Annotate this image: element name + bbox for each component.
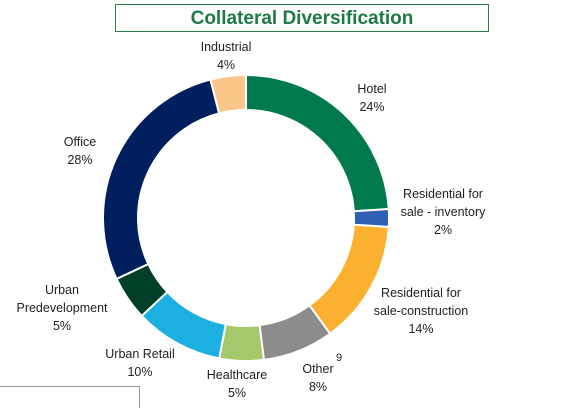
slice-label: Hotel 24% [332,80,412,116]
value-label: 5% [52,319,72,333]
slice-label: Other 8% [288,360,348,396]
donut-slice [209,73,247,115]
category-label: Industrial [200,40,252,54]
category-label: Office [63,135,97,149]
value-label: 4% [216,58,236,72]
slice-label: Urban Predevelopment 5% [2,281,122,335]
value-label: 8% [308,380,328,394]
slice-label: Residential for sale - inventory 2% [397,185,489,239]
category-label: Residential for sale - inventory [400,187,486,219]
value-label: 14% [408,322,434,336]
category-label: Urban Retail [105,347,175,361]
value-label: 2% [433,223,453,237]
category-label: Hotel [357,82,387,96]
category-label: Residential for sale-construction [373,286,469,318]
chart-title: Collateral Diversification [190,8,414,29]
value-label: 10% [127,365,153,379]
slice-label: Urban Retail 10% [90,345,190,381]
slice-label: Office 28% [40,133,120,169]
slice-label: Healthcare 5% [192,366,282,402]
box [0,386,140,408]
title-box: Collateral Diversification [115,4,489,32]
value-label: 28% [67,153,93,167]
category-label: Other [302,362,334,376]
slice-label: Residential for sale-construction 14% [371,284,471,338]
category-label: Healthcare [206,368,268,382]
donut-slice [218,322,266,362]
footnote-marker: 9 [336,352,343,364]
slice-label: Industrial 4% [186,38,266,74]
value-label: 5% [227,386,247,400]
donut-slice [102,78,221,281]
category-label: Urban Predevelopment [16,283,108,315]
value-label: 24% [359,100,385,114]
